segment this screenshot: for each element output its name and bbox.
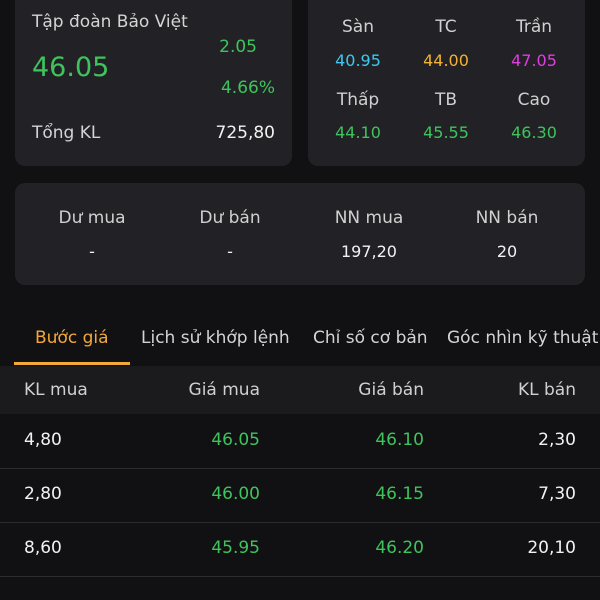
price-levels-card: Sàn 40.95 TC 44.00 Trần 47.05 Thấp 44.10… (308, 0, 585, 166)
active-tab-indicator (14, 362, 130, 365)
price-change-percent: 4.66% (220, 78, 275, 98)
high-price-value: 46.30 (511, 123, 557, 142)
order-book-row: 4,80 46.05 46.10 2,30 (0, 414, 600, 469)
tab-technical-view[interactable]: Góc nhìn kỹ thuật (447, 328, 599, 348)
tab-match-history[interactable]: Lịch sử khớp lệnh (141, 328, 290, 348)
ask-price: 46.15 (375, 484, 424, 504)
bid-price: 46.00 (211, 484, 260, 504)
foreign-sell-value: 20 (496, 242, 518, 261)
total-volume-value: 725,80 (215, 123, 275, 143)
header-bid-volume: KL mua (24, 380, 88, 400)
ask-volume: 2,30 (538, 430, 576, 450)
header-ask-volume: KL bán (517, 380, 576, 400)
reference-price-value: 44.00 (423, 51, 469, 70)
high-price-label: Cao (517, 90, 551, 110)
tab-price-steps[interactable]: Bước giá (35, 328, 109, 348)
reference-price-label: TC (435, 17, 457, 37)
total-volume-label: Tổng KL (32, 123, 101, 143)
last-price: 46.05 (32, 52, 110, 83)
detail-tabs: Bước giá Lịch sử khớp lệnh Chỉ số cơ bản… (0, 316, 600, 367)
bid-volume: 2,80 (24, 484, 62, 504)
header-bid-price: Giá mua (188, 380, 260, 400)
order-book-row: 2,80 46.00 46.15 7,30 (0, 468, 600, 523)
ceiling-price-label: Trần (515, 17, 553, 37)
header-ask-price: Giá bán (358, 380, 424, 400)
bid-volume: 4,80 (24, 430, 62, 450)
tab-fundamentals[interactable]: Chỉ số cơ bản (313, 328, 428, 348)
bid-surplus-label: Dư mua (58, 208, 126, 228)
bid-price: 46.05 (211, 430, 260, 450)
floor-price-value: 40.95 (335, 51, 381, 70)
floor-price-label: Sàn (342, 17, 374, 37)
ask-price: 46.20 (375, 538, 424, 558)
ask-volume: 7,30 (538, 484, 576, 504)
average-price-value: 45.55 (423, 123, 469, 142)
bid-surplus-value: - (89, 242, 95, 261)
ceiling-price-value: 47.05 (511, 51, 557, 70)
order-book-row: 8,60 45.95 46.20 20,10 (0, 522, 600, 577)
low-price-value: 44.10 (335, 123, 381, 142)
ask-surplus-label: Dư bán (199, 208, 261, 228)
order-book-header: KL mua Giá mua Giá bán KL bán (0, 366, 600, 414)
order-flow-card: Dư mua - Dư bán - NN mua 197,20 NN bán 2… (15, 183, 585, 285)
bid-volume: 8,60 (24, 538, 62, 558)
stock-summary-card: Tập đoàn Bảo Việt 46.05 2.05 4.66% Tổng … (15, 0, 292, 166)
low-price-label: Thấp (336, 90, 380, 110)
price-change: 2.05 (219, 37, 257, 57)
foreign-buy-value: 197,20 (341, 242, 397, 261)
ask-surplus-value: - (227, 242, 233, 261)
ask-price: 46.10 (375, 430, 424, 450)
foreign-sell-label: NN bán (475, 208, 539, 228)
foreign-buy-label: NN mua (334, 208, 404, 228)
ask-volume: 20,10 (527, 538, 576, 558)
bid-price: 45.95 (211, 538, 260, 558)
company-name: Tập đoàn Bảo Việt (32, 12, 188, 32)
average-price-label: TB (434, 90, 458, 110)
